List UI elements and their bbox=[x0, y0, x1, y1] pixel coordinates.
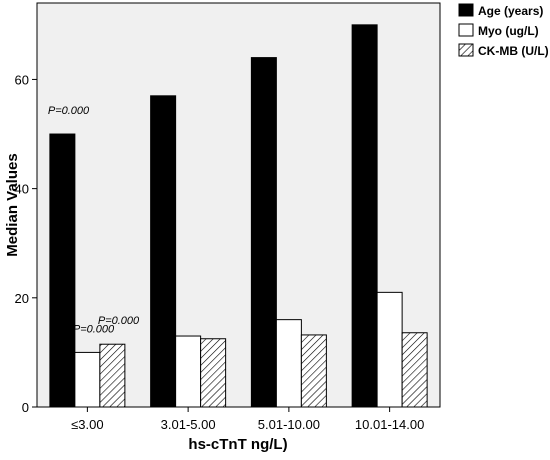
bars-layer bbox=[49, 24, 428, 408]
bar-ck-mb-4 bbox=[401, 332, 428, 408]
x-tick-label: 5.01-10.00 bbox=[258, 417, 320, 432]
bar-ck-mb-2 bbox=[200, 338, 227, 408]
legend: Age (years) Myo (ug/L) CK-MB (U/L) bbox=[458, 3, 549, 58]
legend-swatch bbox=[458, 3, 474, 17]
y-axis-title: Median Values bbox=[4, 153, 21, 256]
y-tick-label: 0 bbox=[22, 400, 29, 415]
y-tick-label: 40 bbox=[15, 182, 29, 197]
bar-myo-4 bbox=[376, 291, 403, 408]
y-axis: 0 20 40 60 bbox=[15, 72, 37, 415]
bar-myo-1 bbox=[74, 351, 101, 408]
p-value-annotation: P=0.000 bbox=[73, 323, 115, 335]
bar-age-3 bbox=[250, 57, 277, 408]
y-tick-label: 20 bbox=[15, 291, 29, 306]
bar-myo-3 bbox=[275, 319, 302, 408]
bar-myo-2 bbox=[175, 335, 202, 408]
x-tick-label: 3.01-5.00 bbox=[161, 417, 216, 432]
legend-label: Myo (ug/L) bbox=[478, 24, 539, 38]
bar-age-2 bbox=[150, 95, 177, 408]
p-value-annotation: P=0.000 bbox=[98, 315, 140, 327]
x-tick-label: ≤3.00 bbox=[71, 417, 103, 432]
x-axis-title: hs-cTnT ng/L) bbox=[188, 436, 287, 453]
legend-swatch bbox=[458, 23, 474, 37]
x-axis: ≤3.00 3.01-5.00 5.01-10.00 10.01-14.00 bbox=[71, 407, 424, 432]
legend-label: CK-MB (U/L) bbox=[478, 44, 549, 58]
bar-ck-mb-1 bbox=[99, 343, 126, 408]
y-tick-label: 60 bbox=[15, 72, 29, 87]
bar-age-4 bbox=[351, 24, 378, 408]
legend-swatch bbox=[458, 43, 474, 57]
bar-ck-mb-3 bbox=[300, 334, 327, 408]
x-tick-label: 10.01-14.00 bbox=[355, 417, 424, 432]
bar-age-1 bbox=[49, 133, 76, 408]
legend-label: Age (years) bbox=[478, 4, 543, 18]
p-value-annotation: P=0.000 bbox=[48, 105, 90, 117]
